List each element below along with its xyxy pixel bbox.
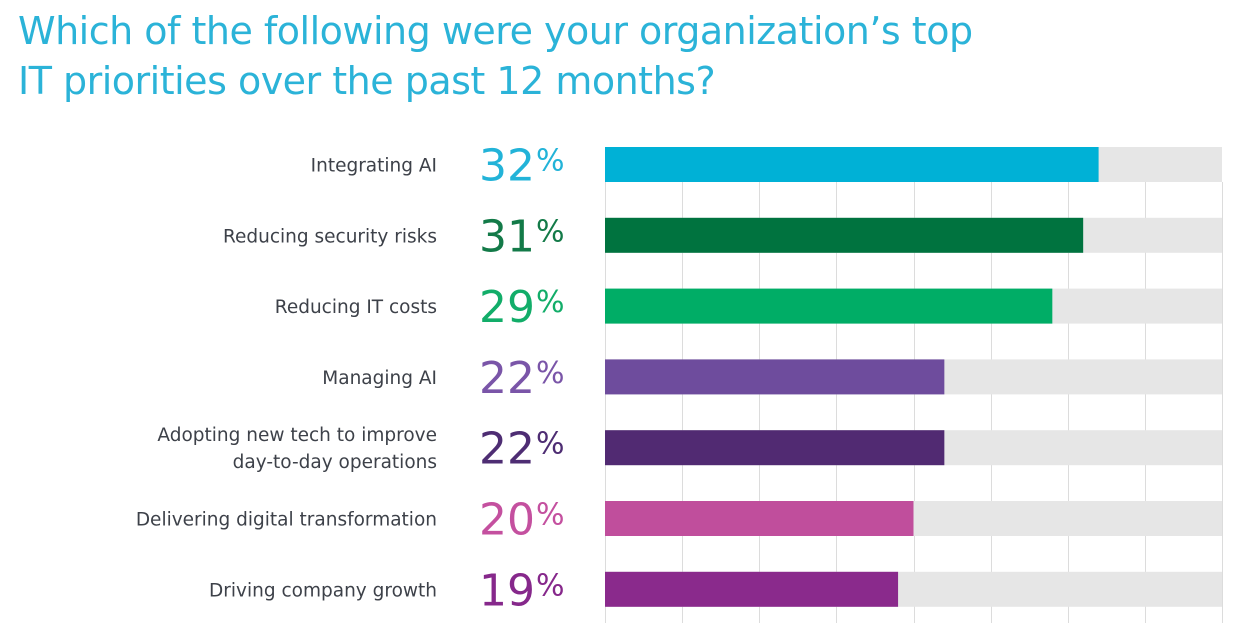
bar [605,147,1099,182]
bar [605,288,1053,324]
category-label: Reducing IT costs [275,297,437,318]
bar [605,359,945,395]
category-label: Adopting new tech to improve [157,425,437,446]
percent-sign: % [536,568,565,603]
value-label: 32% [479,141,565,192]
category-label: Driving company growth [209,580,437,601]
bar [605,501,914,536]
bars [605,147,1099,607]
gridlines [605,182,1223,623]
percent-sign: % [536,427,565,462]
value-number: 29 [479,282,535,333]
value-number: 32 [479,141,535,192]
category-labels: Integrating AI Reducing security risks Red… [136,156,437,602]
value-label: 22% [479,424,565,475]
category-label: day-to-day operations [233,452,437,473]
chart-title-line-1: Which of the following were your organiz… [18,9,973,53]
percent-sign: % [536,214,565,249]
category-label: Delivering digital transformation [136,510,437,531]
percent-sign: % [536,285,565,320]
percent-sign: % [536,498,565,533]
value-label: 19% [479,565,565,616]
value-number: 31 [479,211,535,262]
percent-sign: % [536,144,565,179]
value-number: 22 [479,424,535,475]
category-label: Reducing security risks [223,226,437,247]
value-number: 19 [479,565,535,616]
chart-title: Which of the following were your organiz… [18,6,1118,106]
category-label: Managing AI [322,368,437,389]
value-label: 20% [479,495,565,546]
value-number: 20 [479,495,535,546]
value-label: 31% [479,211,565,262]
value-labels: 32%31%29%22%22%20%19% [479,141,565,617]
value-label: 29% [479,282,565,333]
chart-title-line-2: IT priorities over the past 12 months? [18,59,716,103]
bar [605,571,899,607]
value-number: 22 [479,353,535,404]
value-label: 22% [479,353,565,404]
percent-sign: % [536,356,565,391]
bar [605,430,945,466]
bar [605,217,1084,253]
category-label: Integrating AI [311,156,437,177]
